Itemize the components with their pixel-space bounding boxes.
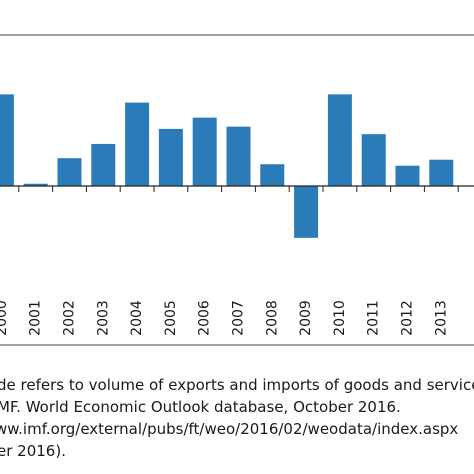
bar-2001: [23, 183, 48, 186]
x-axis: [0, 185, 474, 192]
x-tick-label-2011: 2011: [366, 300, 382, 336]
note-line-1: de refers to volume of exports and impor…: [0, 376, 474, 394]
note-line-3: ww.imf.org/external/pubs/ft/weo/2016/02/…: [0, 420, 459, 438]
bar-2010: [327, 94, 352, 186]
x-tick-label-2012: 2012: [400, 300, 416, 336]
x-tick-label-2008: 2008: [264, 300, 280, 336]
bar-2000: [0, 94, 14, 186]
bar-2005: [158, 128, 183, 186]
x-tick-labels: 2000 2001 2002 2003 2004 2005 2006 2007 2008 2009…: [0, 300, 449, 336]
bar-2011: [361, 134, 386, 186]
x-tick-label-2013: 2013: [433, 300, 449, 336]
bar-2004: [125, 102, 150, 186]
bar-2009: [294, 186, 319, 238]
note-line-2: MF. World Economic Outlook database, Oct…: [0, 398, 401, 416]
chart-notes: de refers to volume of exports and impor…: [0, 374, 474, 474]
bar-2002: [57, 158, 82, 186]
bar-2007: [226, 126, 251, 186]
x-tick-label-2006: 2006: [197, 300, 213, 336]
bar-2013: [429, 159, 454, 186]
x-tick-label-2010: 2010: [332, 300, 348, 336]
bar-2008: [260, 164, 285, 186]
x-tick-label-2002: 2002: [62, 300, 78, 336]
x-tick-label-2004: 2004: [129, 300, 145, 336]
note-line-4: er 2016).: [0, 442, 66, 460]
x-tick-label-2009: 2009: [298, 300, 314, 336]
x-tick-label-2000: 2000: [0, 300, 10, 336]
bar-2006: [192, 117, 217, 186]
bar-2003: [91, 143, 116, 186]
bar-2012: [395, 165, 420, 186]
x-tick-label-2003: 2003: [95, 300, 111, 336]
bar-chart: 2000 2001 2002 2003 2004 2005 2006 2007 2008 2009…: [0, 34, 474, 346]
chart-frame: [0, 34, 474, 346]
bars: [0, 94, 454, 238]
x-tick-label-2001: 2001: [28, 300, 44, 336]
x-tick-label-2007: 2007: [231, 300, 247, 336]
x-tick-label-2005: 2005: [163, 300, 179, 336]
